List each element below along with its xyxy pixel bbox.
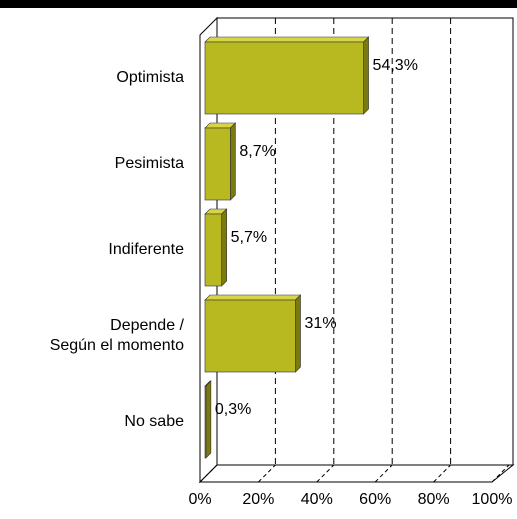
data-label: 5,7% [231, 229, 267, 246]
top-bar [0, 0, 517, 8]
bar-top [204, 36, 370, 43]
bar [204, 299, 296, 373]
data-label: 0,3% [215, 401, 251, 418]
data-label: 8,7% [239, 143, 275, 160]
y-tick-label: Según el momento [50, 337, 184, 354]
data-label: 54,3% [373, 57, 418, 74]
x-tick-label: 40% [301, 491, 333, 508]
y-tick-label: Optimista [116, 69, 184, 86]
bar-side [205, 380, 212, 459]
bar-top [204, 294, 302, 301]
bar-side [221, 208, 227, 287]
x-tick-label: 80% [418, 491, 450, 508]
x-tick-label: 100% [472, 491, 513, 508]
data-label: 31% [305, 315, 337, 332]
y-tick-label: Depende / [110, 317, 184, 334]
bar [204, 213, 222, 287]
bar [204, 127, 231, 201]
x-tick-label: 60% [359, 491, 391, 508]
x-tick-label: 0% [188, 491, 211, 508]
bar [204, 385, 207, 459]
bar-side [295, 294, 301, 373]
floor [198, 464, 515, 483]
y-tick-label: No sabe [124, 413, 184, 430]
y-tick-label: Pesimista [115, 155, 184, 172]
bar-side [363, 36, 369, 115]
bar [204, 41, 364, 115]
x-tick-label: 20% [242, 491, 274, 508]
y-tick-label: Indiferente [108, 241, 184, 258]
bar-side [230, 122, 236, 201]
